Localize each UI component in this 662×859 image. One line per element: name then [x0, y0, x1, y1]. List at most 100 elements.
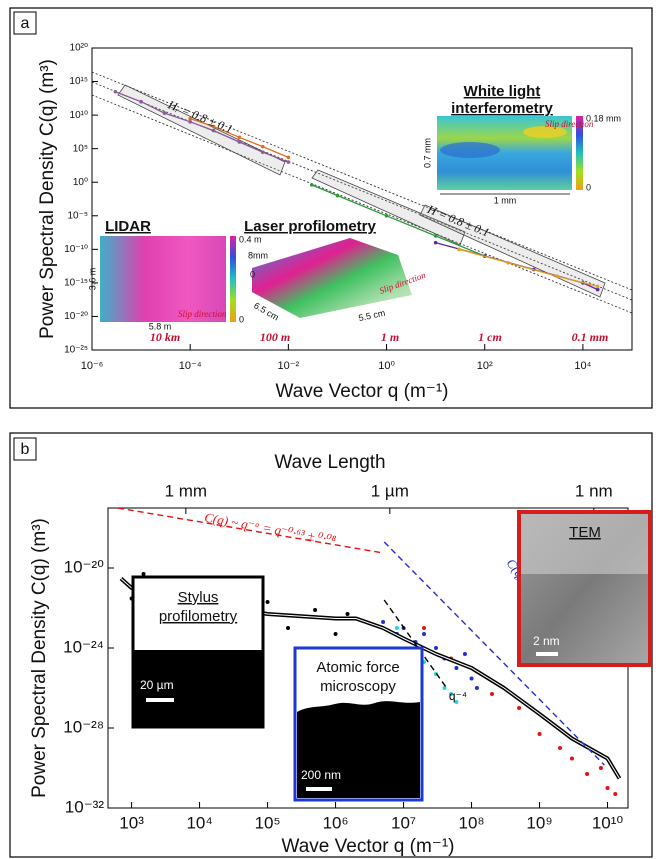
data-point	[469, 676, 474, 681]
data-point	[265, 599, 270, 604]
data-point	[585, 772, 590, 777]
x-tick-label: 10³	[119, 813, 144, 832]
data-point	[197, 616, 202, 621]
x2-tick-label: 1 mm	[165, 481, 208, 500]
inset-image	[100, 236, 226, 322]
data-point	[384, 213, 389, 218]
data-point	[490, 692, 495, 697]
data-point	[598, 766, 603, 770]
slip-direction: Slip direction	[545, 119, 594, 129]
series-layer	[117, 508, 622, 797]
colorbar	[576, 116, 583, 190]
data-point	[286, 626, 291, 630]
data-point	[555, 274, 560, 278]
data-point	[211, 128, 216, 133]
y-tick-label: 10⁻²⁵	[64, 345, 88, 356]
data-point	[381, 619, 386, 624]
inset-title: LIDAR	[105, 218, 151, 235]
panel-frame	[9, 432, 653, 858]
scale-label: 100 m	[260, 330, 290, 344]
colorbar-label: 0	[250, 269, 255, 279]
fit-line	[91, 94, 633, 314]
y-tick-label: 10²⁰	[70, 43, 88, 54]
data-point	[449, 692, 454, 697]
data-point	[113, 89, 118, 94]
y-axis-label: Power Spectral Density C(q) (m³)	[29, 518, 50, 798]
data-point	[442, 686, 447, 690]
panel-label: b	[21, 441, 30, 458]
x-tick-label: 10⁻²	[278, 360, 300, 372]
data-point	[517, 706, 522, 710]
inset-dimension: 0.7 mm	[422, 138, 432, 168]
inset-dimension: 1 mm	[494, 195, 517, 205]
inset-texture	[523, 126, 567, 138]
panel-label: a	[21, 15, 30, 32]
data-point	[245, 616, 250, 621]
colorbar-label: 0	[239, 314, 244, 324]
inset-title: interferometry	[451, 100, 553, 117]
scale-label: 1 cm	[478, 330, 502, 344]
data-point	[286, 155, 291, 160]
data-point	[433, 646, 438, 650]
x2-tick-label: 1 µm	[371, 481, 409, 500]
data-point	[237, 135, 242, 140]
panel-label-box	[13, 437, 37, 461]
data-point	[218, 592, 223, 597]
data-point	[141, 572, 146, 577]
x-axis-label: Wave Vector q (m⁻¹)	[276, 381, 449, 402]
data-point	[139, 99, 143, 104]
plot-frame	[107, 507, 629, 809]
region-box	[311, 169, 466, 246]
x-tick-label: 10¹⁰	[592, 813, 624, 832]
data-point	[150, 606, 155, 610]
y-tick-label: 10¹⁵	[69, 76, 88, 87]
y-tick-label: 10⁻¹⁰	[64, 244, 88, 255]
data-point	[537, 732, 542, 737]
data-point	[187, 587, 192, 592]
x-tick-label: 10⁴	[574, 360, 591, 372]
scale-label: 10 km	[150, 330, 180, 344]
data-point	[613, 792, 618, 797]
data-point	[605, 786, 610, 790]
colorbar-label: 0	[586, 182, 591, 192]
data-point	[454, 699, 459, 704]
data-line	[115, 91, 289, 163]
data-point	[569, 756, 574, 761]
data-point	[129, 596, 134, 601]
data-point	[309, 183, 314, 187]
region-boxes	[117, 84, 606, 298]
x-tick-label: 10⁻⁴	[179, 360, 202, 372]
data-point	[474, 686, 479, 690]
y-tick-label: 10¹⁰	[70, 110, 88, 121]
data-point	[211, 124, 216, 129]
data-point	[595, 284, 600, 289]
data-point	[506, 260, 510, 265]
data-point	[286, 160, 291, 164]
data-point	[177, 612, 182, 617]
data-point	[462, 652, 467, 657]
fit-bands	[91, 71, 633, 314]
fit-line	[383, 599, 449, 691]
inset-image	[252, 238, 412, 318]
colorbar-label: 8mm	[248, 250, 268, 260]
data-point	[433, 234, 438, 238]
fit-line	[91, 71, 633, 291]
data-point	[345, 612, 350, 617]
fit-annotation: q⁻⁴	[449, 689, 467, 703]
inset-texture	[440, 142, 500, 158]
data-point	[237, 140, 242, 144]
data-point	[558, 746, 563, 750]
y-tick-label: 10⁻¹⁵	[64, 278, 88, 289]
x-tick-label: 10⁹	[526, 813, 552, 832]
region-box	[117, 84, 286, 176]
slip-direction: Slip direction	[178, 309, 227, 319]
x-tick-label: 10⁰	[378, 360, 395, 372]
y-tick-label: 10⁰	[73, 177, 88, 188]
x-tick-label: 10⁻⁶	[81, 360, 104, 372]
data-point	[422, 659, 427, 664]
y-tick-label: 10⁻²⁴	[63, 637, 104, 656]
data-point	[313, 607, 318, 612]
y-tick-label: 10⁻²⁰	[64, 311, 88, 322]
